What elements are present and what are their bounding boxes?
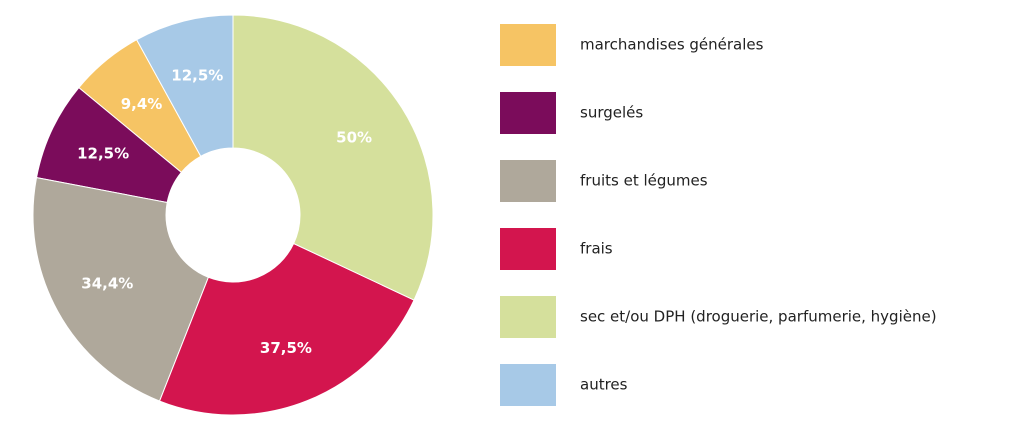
legend-label: surgelés: [580, 104, 643, 122]
legend-label: sec et/ou DPH (droguerie, parfumerie, hy…: [580, 308, 937, 326]
slice-label: 12,5%: [77, 144, 129, 162]
legend-swatch: [500, 364, 556, 406]
slice-label: 37,5%: [260, 339, 312, 357]
legend-swatch: [500, 296, 556, 338]
donut-slice: [158, 242, 415, 416]
legend-label: frais: [580, 240, 613, 258]
legend-label: marchandises générales: [580, 36, 764, 54]
legend-label: fruits et légumes: [580, 172, 708, 190]
slice-label: 9,4%: [121, 95, 163, 113]
slice-label: 34,4%: [81, 275, 133, 293]
legend-swatch: [500, 24, 556, 66]
donut-slice: [135, 14, 234, 157]
legend-swatch: [500, 160, 556, 202]
legend-swatch: [500, 228, 556, 270]
slice-label: 50%: [336, 129, 372, 147]
legend-label: autres: [580, 376, 628, 394]
donut-slice: [32, 177, 210, 402]
donut-slice: [232, 14, 434, 301]
slice-label: 12,5%: [171, 67, 223, 85]
legend-swatch: [500, 92, 556, 134]
